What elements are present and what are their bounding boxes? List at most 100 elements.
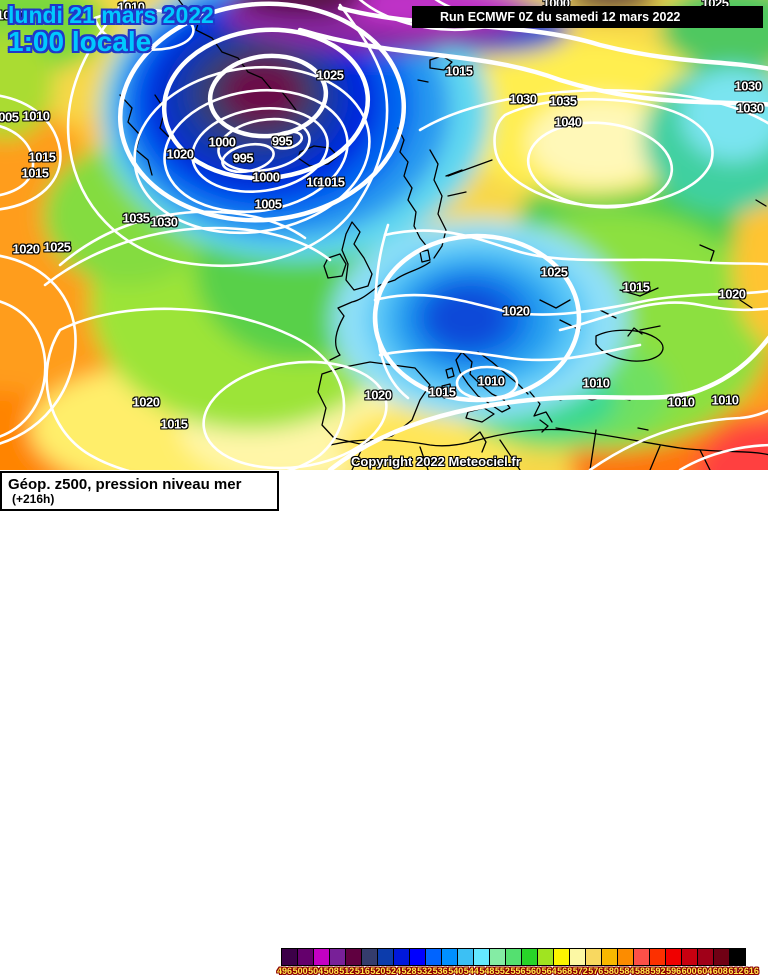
legend-value-label: 524 [385,966,401,976]
copyright-text: Copyright 2022 Meteociel.fr [351,454,521,469]
legend-color-cell [730,949,745,965]
pressure-label: 1025 [43,239,71,255]
validity-datetime: lundi 21 mars 2022 1:00 locale [8,2,214,56]
legend-value-label: 608 [712,966,728,976]
validity-time: 1:00 locale [8,26,152,57]
legend-value-label: 568 [557,966,573,976]
parameter-label: Géop. z500, pression niveau mer [8,476,242,493]
legend-value-label: 580 [603,966,619,976]
legend-color-cell [458,949,474,965]
legend-value-label: 612 [728,966,744,976]
legend-value-label: 556 [510,966,526,976]
pressure-label: 1005 [254,196,282,212]
isobar-contours [0,0,768,470]
legend-value-label: 600 [681,966,697,976]
legend-value-label: 572 [572,966,588,976]
pressure-label: 995 [271,133,293,149]
pressure-label: 1015 [428,384,456,400]
legend-value-label: 584 [619,966,635,976]
color-scale-values: 496 500 504 508 512 516 520 524 528 532 536 540 544 5… [277,966,759,976]
pressure-label: 1020 [364,387,392,403]
legend-value-label: 532 [417,966,433,976]
pressure-label: 1020 [132,394,160,410]
legend-color-cell [506,949,522,965]
legend-color-cell [522,949,538,965]
legend-color-cell [378,949,394,965]
legend-color-cell [682,949,698,965]
legend-color-cell [602,949,618,965]
legend-color-cell [618,949,634,965]
map-canvas: 1010101010001025102510151030103510401030… [0,0,768,470]
legend-value-label: 560 [526,966,542,976]
legend-value-label: 504 [308,966,324,976]
pressure-label: 1020 [166,146,194,162]
pressure-label: 1020 [718,286,746,302]
pressure-label: 1015 [21,165,49,181]
pressure-label: 1010 [711,392,739,408]
legend-color-cell [426,949,442,965]
legend-value-label: 508 [323,966,339,976]
legend-value-label: 588 [634,966,650,976]
legend-color-cell [298,949,314,965]
pressure-label: 1010 [22,108,50,124]
pressure-label: 1010 [117,0,145,15]
legend-value-label: 552 [494,966,510,976]
pressure-label: 1015 [622,279,650,295]
pressure-label: 1015 [28,149,56,165]
legend-color-cell [554,949,570,965]
pressure-label: 1020 [12,241,40,257]
pressure-label: 1015 [160,416,188,432]
legend-value-label: 512 [339,966,355,976]
legend-color-cell [362,949,378,965]
map-svg [0,0,768,470]
pressure-label: 1010 [582,375,610,391]
legend-value-label: 536 [432,966,448,976]
pressure-label: 1000 [208,134,236,150]
legend-color-cell [634,949,650,965]
legend-value-label: 548 [479,966,495,976]
model-run-banner: Run ECMWF 0Z du samedi 12 mars 2022 [412,6,763,28]
pressure-label: 1030 [150,214,178,230]
pressure-label: 1040 [554,114,582,130]
color-scale-bar [281,948,746,966]
legend-color-cell [314,949,330,965]
validity-date: lundi 21 mars 2022 [8,2,214,28]
legend-color-cell [346,949,362,965]
pressure-label: 1010 [667,394,695,410]
legend-color-cell [394,949,410,965]
pressure-label: 995 [232,150,254,166]
pressure-label: 1015 [317,174,345,190]
legend-value-label: 604 [697,966,713,976]
legend-value-label: 544 [463,966,479,976]
pressure-label: 1020 [502,303,530,319]
pressure-label: 1030 [734,78,762,94]
pressure-label: 1010 [0,7,24,23]
pressure-label: 1035 [122,210,150,226]
legend-color-cell [698,949,714,965]
pressure-label: 1030 [736,100,764,116]
legend-value-label: 564 [541,966,557,976]
legend-value-label: 616 [743,966,759,976]
legend-color-cell [442,949,458,965]
legend-color-cell [714,949,730,965]
parameter-box: Géop. z500, pression niveau mer (+216h) [0,471,279,511]
legend-value-label: 520 [370,966,386,976]
pressure-label: 1010 [477,373,505,389]
legend-value-label: 592 [650,966,666,976]
legend-color-cell [666,949,682,965]
legend-value-label: 516 [354,966,370,976]
pressure-label: 1025 [702,0,729,10]
legend-color-cell [538,949,554,965]
lead-time-label: (+216h) [12,492,55,506]
pressure-label: 1025 [540,264,568,280]
pressure-label: 1035 [549,93,577,109]
legend-value-label: 528 [401,966,417,976]
legend-value-label: 496 [277,966,293,976]
legend-color-cell [570,949,586,965]
legend-color-cell [650,949,666,965]
pressure-label: 1025 [316,67,344,83]
pressure-label: 1000 [252,169,280,185]
legend-value-label: 500 [292,966,308,976]
legend-color-cell [410,949,426,965]
